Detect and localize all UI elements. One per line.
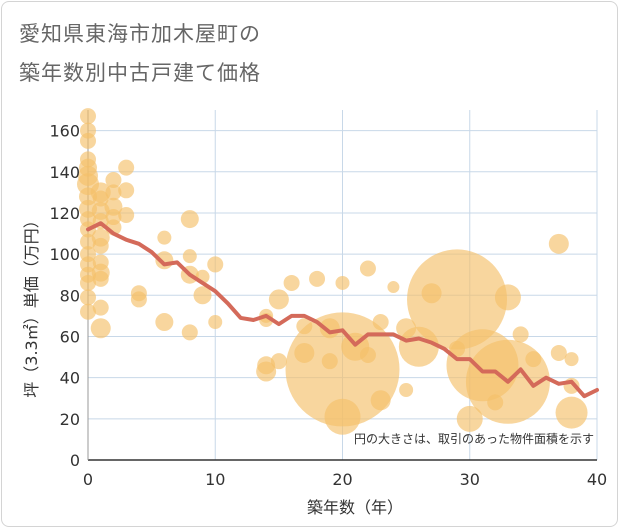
bubble-point (80, 132, 96, 149)
y-tick-label: 140 (49, 163, 80, 182)
bubble-point (268, 289, 289, 310)
y-tick-label: 60 (60, 327, 80, 346)
chart-title-line-2: 築年数別中古戸建て価格 (19, 61, 261, 85)
y-tick-label: 20 (60, 410, 80, 429)
bubble-point (449, 340, 466, 357)
bubble-point (80, 274, 96, 291)
y-tick-label: 0 (70, 451, 80, 470)
bubble-point (105, 172, 122, 188)
x-tick-label: 40 (587, 470, 607, 489)
bubble-point (118, 159, 135, 176)
y-axis-ticks: 0 20 40 60 80 100 120 140 160 (49, 122, 80, 470)
bubble-point (80, 289, 96, 306)
bubble-point (92, 190, 109, 207)
bubble-point (446, 329, 519, 402)
bubble-point (208, 315, 223, 330)
bubble-point (407, 249, 508, 350)
x-tick-label: 0 (83, 470, 93, 489)
bubble-point (294, 342, 315, 363)
trend-line (86, 221, 599, 399)
y-tick-label: 160 (49, 122, 80, 141)
bubble-point (92, 299, 109, 316)
bubble-point (80, 303, 96, 320)
bubble-point (155, 313, 174, 332)
x-tick-label: 30 (460, 470, 480, 489)
y-tick-label: 40 (60, 369, 80, 388)
trend-series (86, 221, 599, 399)
bubble-point (555, 396, 588, 429)
x-tick-label: 20 (332, 470, 352, 489)
bubble-point (80, 151, 96, 168)
x-axis-ticks: 0 10 20 30 40 (83, 470, 607, 489)
bubble-point (387, 281, 400, 294)
bubble-point (564, 352, 579, 367)
x-tick-label: 10 (205, 470, 225, 489)
bubble-point (270, 353, 287, 370)
y-axis-label: 坪（3.3㎡）単価（万円） (22, 212, 41, 397)
bubble-point (180, 210, 199, 229)
bubble-point (321, 353, 338, 370)
bubble-point (80, 108, 96, 125)
bubble-point (399, 383, 414, 397)
bubble-point (494, 284, 521, 311)
bubble-point (105, 184, 122, 201)
bubble-point (525, 351, 542, 368)
bubble-point (92, 254, 109, 271)
bubble-point (283, 274, 300, 291)
bubble-point (456, 405, 483, 432)
bubble-point (487, 394, 504, 411)
bubble-point (309, 270, 326, 287)
chart-title-line-1: 愛知県東海市加木屋町の (19, 22, 261, 46)
bubble-point (359, 347, 376, 363)
bubble-point (80, 233, 96, 250)
size-annotation: 円の大きさは、取引のあった物件面積を示す (354, 431, 594, 446)
bubble-point (92, 237, 109, 254)
bubble-point (396, 318, 417, 339)
bubble-point (182, 249, 197, 264)
bubble-point (512, 326, 529, 343)
x-axis-label: 築年数（年） (307, 498, 403, 517)
bubble-point (207, 256, 224, 273)
bubble-point (324, 398, 361, 435)
bubble-point (181, 324, 198, 341)
y-tick-label: 120 (49, 204, 80, 223)
bubble-point (79, 187, 97, 206)
bubble-point (157, 230, 172, 245)
y-tick-label: 80 (60, 286, 80, 305)
bubble-series (77, 108, 588, 435)
bubble-point (372, 314, 389, 331)
bubble-point (359, 260, 376, 277)
bubble-point (92, 270, 109, 287)
bubble-point (421, 283, 442, 304)
y-tick-label: 100 (49, 245, 80, 264)
bubble-point (257, 356, 276, 375)
bubble-point (118, 207, 135, 223)
bubble-point (296, 318, 313, 335)
bubble-point (118, 182, 135, 199)
bubble-point (550, 344, 567, 361)
bubble-point (548, 233, 569, 254)
bubble-point (90, 318, 111, 339)
bubble-point (370, 390, 391, 411)
bubble-point (335, 275, 350, 290)
bubble-point (130, 291, 147, 308)
bubble-point (193, 286, 212, 305)
